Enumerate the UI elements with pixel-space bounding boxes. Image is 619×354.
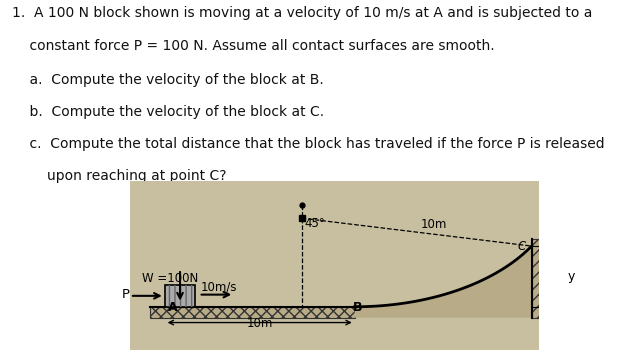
Text: B: B	[353, 301, 362, 314]
Text: W =100N: W =100N	[142, 272, 199, 285]
Text: b.  Compute the velocity of the block at C.: b. Compute the velocity of the block at …	[12, 105, 324, 119]
Text: P: P	[122, 288, 130, 301]
Bar	[532, 239, 554, 318]
Text: y: y	[567, 270, 574, 283]
Bar	[165, 285, 196, 307]
Bar	[165, 285, 196, 307]
Text: 10m/s: 10m/s	[201, 281, 236, 294]
Polygon shape	[355, 246, 552, 318]
Text: c.  Compute the total distance that the block has traveled if the force P is rel: c. Compute the total distance that the b…	[12, 137, 605, 151]
Text: A: A	[168, 301, 178, 314]
Text: constant force P = 100 N. Assume all contact surfaces are smooth.: constant force P = 100 N. Assume all con…	[12, 39, 495, 53]
Text: upon reaching at point C?: upon reaching at point C?	[12, 169, 227, 183]
Text: 45°: 45°	[305, 217, 326, 230]
Text: 10m: 10m	[246, 317, 273, 330]
Text: 10m: 10m	[421, 218, 447, 232]
Text: C: C	[517, 240, 526, 253]
Bar	[150, 307, 355, 318]
Text: 1.  A 100 N block shown is moving at a velocity of 10 m/s at A and is subjected : 1. A 100 N block shown is moving at a ve…	[12, 6, 593, 19]
Text: a.  Compute the velocity of the block at B.: a. Compute the velocity of the block at …	[12, 73, 324, 87]
